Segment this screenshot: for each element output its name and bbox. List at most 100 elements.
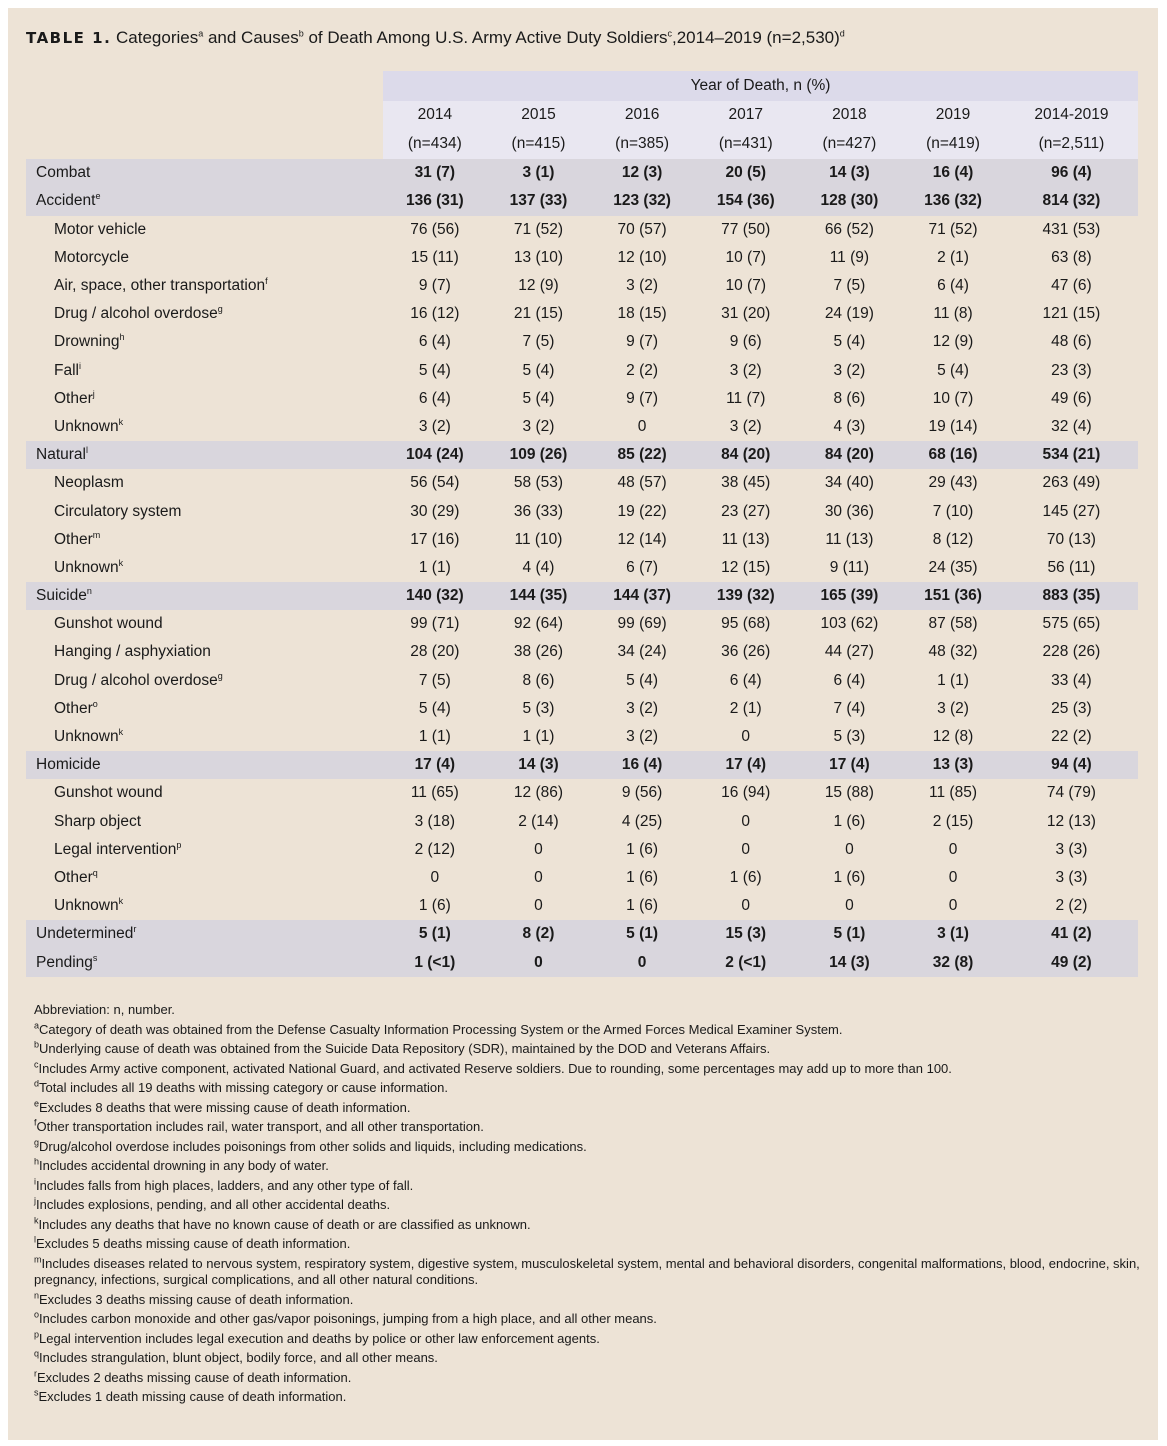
cause-row: Motor vehicle 76 (56) 71 (52) 70 (57) 77 (50… <box>26 216 1138 244</box>
cause-row: Unknownk 1 (6) 0 1 (6) 0 0 0 2 (2) <box>26 892 1138 920</box>
row-label: Undeterminedr <box>26 920 383 949</box>
category-row: Accidente 136 (31) 137 (33) 123 (32) 154 (36… <box>26 187 1138 216</box>
value-cell: 32 (8) <box>901 948 1005 977</box>
value-cell: 48 (32) <box>928 643 978 661</box>
title-text: and Causes <box>203 28 299 47</box>
value-cell: 13 (10) <box>513 248 564 266</box>
footnote: hIncludes accidental drowning in any bod… <box>34 1156 1144 1176</box>
value-cell: 103 (62) <box>820 615 879 633</box>
value-cell: 128 (30) <box>797 187 902 216</box>
row-label: Pendings <box>26 948 383 977</box>
row-label: Sharp object <box>26 808 383 836</box>
value-cell: 16 (4) <box>590 751 694 780</box>
value-cell: 9 (6) <box>729 333 762 351</box>
footnote-text: Includes diseases related to nervous sys… <box>34 1255 1140 1287</box>
footnote-marker: q <box>34 1348 40 1359</box>
row-label: Accidente <box>26 187 383 216</box>
value-cell: 9 (7) <box>626 389 659 407</box>
row-label-text: Unknown <box>54 897 119 915</box>
value-cell: 48 (57) <box>617 474 667 492</box>
value-cell: 1 (1) <box>418 728 451 746</box>
value-cell: 1 (1) <box>937 671 969 689</box>
footnote-text: Drug/alcohol overdose includes poisoning… <box>39 1138 587 1154</box>
value-cell: 5 (4) <box>418 699 451 717</box>
cause-row: Unknownk 1 (1) 4 (4) 6 (7) 12 (15) 9 (11) 24 (… <box>26 554 1138 582</box>
footnote-marker: h <box>34 1156 40 1167</box>
footnote-marker: g <box>217 304 223 315</box>
value-cell: 2 (15) <box>932 812 974 830</box>
footnote-text: Excludes 2 deaths missing cause of death… <box>37 1369 352 1385</box>
footnote-text: Includes accidental drowning in any body… <box>39 1158 329 1173</box>
value-cell: 1 (<1) <box>383 948 487 977</box>
footnote-marker: b <box>298 28 304 39</box>
value-cell: 13 (3) <box>901 751 1005 780</box>
footnote-marker: s <box>92 952 98 963</box>
value-cell: 34 (24) <box>617 643 667 661</box>
value-cell: 228 (26) <box>1042 643 1101 661</box>
value-cell: 7 (4) <box>833 699 866 717</box>
row-label-text: Undetermined <box>36 925 134 943</box>
value-cell: 24 (35) <box>928 558 978 576</box>
footnote-text: Excludes 8 deaths that were missing caus… <box>39 1099 411 1115</box>
row-label-text: Circulatory system <box>54 502 182 520</box>
value-cell: 12 (86) <box>513 784 564 802</box>
footnote: pLegal intervention includes legal execu… <box>34 1329 1144 1349</box>
value-cell: 140 (32) <box>383 582 487 611</box>
value-cell: 49 (6) <box>1051 389 1092 407</box>
footnote: iIncludes falls from high places, ladder… <box>34 1176 1144 1196</box>
row-label: Air, space, other transportationf <box>26 272 383 300</box>
value-cell: 96 (4) <box>1004 159 1138 188</box>
value-cell: 137 (33) <box>486 187 591 216</box>
footnote-marker: e <box>34 1098 40 1109</box>
footnote-marker: l <box>85 445 88 455</box>
footnote: qIncludes strangulation, blunt object, b… <box>34 1348 1144 1368</box>
value-cell: 94 (4) <box>1004 751 1138 780</box>
footnote-text: Includes Army active component, activate… <box>38 1060 952 1076</box>
value-cell: 12 (13) <box>1046 812 1096 830</box>
row-label: Hanging / asphyxiation <box>26 638 383 666</box>
footnote-text: Legal intervention includes legal execut… <box>39 1330 600 1346</box>
row-label: Unknownk <box>26 554 383 582</box>
value-cell: 3 (3) <box>1055 840 1088 858</box>
value-cell: 11 (8) <box>933 305 973 323</box>
value-cell: 19 (14) <box>928 417 978 435</box>
title-text: of Death Among U.S. Army Active Duty Sol… <box>303 28 668 47</box>
value-cell: 32 (4) <box>1051 417 1092 435</box>
value-cell: 575 (65) <box>1042 615 1101 633</box>
value-cell: 38 (45) <box>721 474 771 492</box>
category-row: Naturall 104 (24) 109 (26) 85 (22) 84 (20) 84… <box>26 441 1138 470</box>
category-row: Combat 31 (7) 3 (1) 12 (3) 20 (5) 14 (3) 16 (4… <box>26 159 1138 188</box>
n-header-row: (n=434) (n=415) (n=385) (n=431) (n=427) (n=41… <box>26 129 1138 160</box>
value-cell: 21 (15) <box>513 305 564 323</box>
value-cell: 0 <box>845 840 854 858</box>
row-label: Drug / alcohol overdoseg <box>26 667 383 695</box>
footnote-marker: l <box>34 1234 36 1245</box>
value-cell: 1 (6) <box>418 897 451 915</box>
value-cell: 104 (24) <box>383 441 487 470</box>
value-cell: 6 (4) <box>937 277 969 295</box>
row-label-text: Drowning <box>54 333 120 351</box>
value-cell: 41 (2) <box>1004 920 1138 949</box>
value-cell: 0 <box>845 897 854 915</box>
footnote: jIncludes explosions, pending, and all o… <box>34 1195 1144 1215</box>
footnote: Abbreviation: n, number. <box>34 1000 1144 1020</box>
value-cell: 109 (26) <box>486 441 591 470</box>
row-label: Drowningh <box>26 328 383 356</box>
value-cell: 3 (2) <box>833 361 866 379</box>
value-cell: 5 (4) <box>626 671 659 689</box>
footnote: mIncludes diseases related to nervous sy… <box>34 1255 1144 1288</box>
value-cell: 12 (10) <box>617 248 667 266</box>
cause-row: Unknownk 3 (2) 3 (2) 0 3 (2) 4 (3) 19 (14) 32 (… <box>26 413 1138 441</box>
n-header: (n=419) <box>901 129 1005 160</box>
footnote-marker: j <box>92 388 95 399</box>
footnote-text: Total includes all 19 deaths with missin… <box>39 1080 449 1095</box>
value-cell: 48 (6) <box>1051 333 1092 351</box>
value-cell: 0 <box>430 868 440 886</box>
value-cell: 77 (50) <box>721 220 771 238</box>
footnote-marker: c <box>34 1059 39 1070</box>
year-of-death-header: Year of Death, n (%) <box>383 71 1138 101</box>
value-cell: 5 (3) <box>833 728 866 746</box>
footnote-marker: b <box>34 1039 40 1050</box>
value-cell: 17 (4) <box>693 751 798 780</box>
footnote-marker: i <box>34 1176 36 1187</box>
